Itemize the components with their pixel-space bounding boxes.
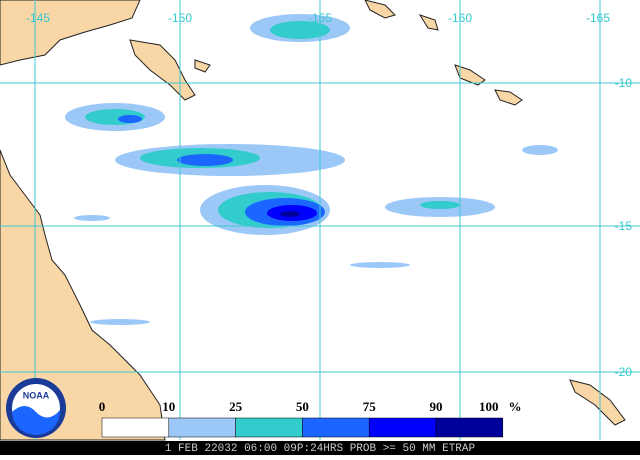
- legend-label: 0: [99, 399, 106, 414]
- legend-label: 100: [479, 399, 499, 414]
- legend-swatch: [168, 417, 236, 438]
- legend: 0 10 25 50 75 90 100%: [99, 399, 522, 438]
- legend-swatch: [101, 417, 170, 438]
- lat-label: -20: [615, 365, 633, 379]
- legend-label: 25: [229, 399, 243, 414]
- lat-labels: -10 -15 -20: [615, 76, 633, 379]
- legend-swatch: [302, 417, 370, 438]
- legend-label: 50: [296, 399, 309, 414]
- legend-label: 90: [430, 399, 443, 414]
- legend-label: 10: [162, 399, 175, 414]
- svg-text:NOAA: NOAA: [23, 390, 50, 400]
- legend-label: 75: [363, 399, 377, 414]
- legend-swatch: [368, 417, 437, 438]
- footer-bar: [0, 441, 640, 455]
- lon-label: -155: [308, 11, 332, 25]
- precip-areas: [65, 14, 558, 325]
- lon-label: -150: [168, 11, 192, 25]
- graticule: [0, 0, 640, 440]
- lon-label: -160: [448, 11, 472, 25]
- lon-labels: -145 -150 -155 -160 -165: [26, 11, 610, 25]
- noaa-logo: NOAA: [6, 378, 66, 438]
- lon-label: -145: [26, 11, 50, 25]
- legend-unit: %: [509, 399, 522, 414]
- legend-swatch: [435, 417, 504, 438]
- legend-swatch: [235, 417, 303, 438]
- lat-label: -15: [615, 219, 633, 233]
- lat-label: -10: [615, 76, 633, 90]
- footer-text: 1 FEB 22032 06:00 09P:24HRS PROB >= 50 M…: [165, 443, 476, 455]
- lon-label: -165: [586, 11, 610, 25]
